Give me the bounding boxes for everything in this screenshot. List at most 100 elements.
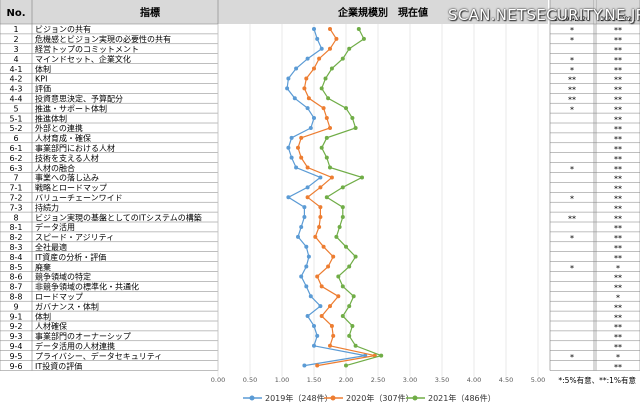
data-point-2019 — [285, 86, 290, 91]
significance-mark-b: ** — [614, 224, 622, 233]
data-point-2019 — [312, 26, 316, 31]
significance-footnote: *:5%有意、**:1%有意 — [558, 375, 636, 385]
significance-mark-b: ** — [614, 343, 622, 352]
significance-mark-b: ** — [614, 155, 622, 164]
significance-mark-b: ** — [614, 56, 622, 65]
header-sig-b: 2020↔2021 — [600, 16, 636, 23]
data-point-2021 — [350, 323, 355, 328]
significance-mark-a: * — [570, 165, 574, 174]
row-label: ガバナンス・体制 — [35, 301, 99, 311]
data-point-2021 — [347, 333, 352, 338]
x-tick-label: 0.50 — [243, 376, 257, 384]
data-point-2020 — [318, 185, 323, 190]
row-number: 4-1 — [9, 65, 22, 74]
data-point-2021 — [344, 106, 348, 111]
data-point-2021 — [324, 195, 329, 200]
row-label: データ活用の人材連携 — [35, 341, 115, 351]
significance-mark-b: ** — [614, 244, 622, 253]
data-point-2021 — [329, 66, 334, 71]
significance-mark-b: ** — [614, 313, 622, 322]
data-point-2020 — [328, 304, 332, 309]
row-number: 8-6 — [9, 273, 22, 282]
row-label: 外部との連携 — [35, 123, 83, 133]
data-point-2019 — [286, 76, 291, 81]
row-label: 事業部門のオーナーシップ — [35, 331, 131, 341]
row-number: 6-2 — [9, 154, 22, 163]
row-label: 推進・サポート体制 — [35, 103, 107, 113]
significance-mark-b: ** — [614, 185, 622, 194]
row-number: 4 — [13, 55, 18, 64]
header-sig-b-cell — [596, 0, 640, 24]
data-point-2021 — [337, 224, 342, 229]
row-label: マインドセット、企業文化 — [35, 54, 131, 64]
row-number: 4-4 — [9, 94, 22, 103]
data-point-2020 — [321, 106, 326, 111]
legend-marker-2021 — [412, 395, 418, 401]
data-point-2021 — [326, 96, 331, 101]
row-label: 非競争領域の標準化・共通化 — [35, 282, 139, 292]
significance-mark-a: ** — [568, 86, 576, 95]
data-point-2021 — [347, 304, 352, 309]
row-number: 8-1 — [9, 223, 22, 232]
data-point-2021 — [324, 135, 329, 140]
data-point-2019 — [305, 56, 310, 61]
data-point-2021 — [340, 314, 345, 319]
data-point-2019 — [312, 323, 316, 328]
data-point-2020 — [318, 215, 323, 220]
row-label: ロードマップ — [35, 292, 83, 301]
significance-mark-b: ** — [614, 66, 622, 75]
data-point-2019 — [294, 66, 299, 71]
x-tick-label: 3.50 — [435, 376, 449, 384]
row-number: 9-6 — [9, 362, 22, 371]
data-point-2020 — [328, 46, 332, 51]
data-point-2020 — [328, 343, 332, 348]
significance-mark-b: ** — [614, 115, 622, 124]
data-point-2020 — [318, 205, 323, 210]
row-label: データ活用 — [35, 222, 75, 232]
row-label: IT投資の評価 — [35, 361, 82, 371]
header-indicator: 指標 — [140, 6, 160, 19]
row-number: 8-3 — [9, 243, 22, 252]
significance-mark-a: ** — [568, 95, 576, 104]
data-point-2019 — [296, 234, 300, 239]
row-label: スピード・アジリティ — [35, 233, 114, 242]
data-point-2019 — [292, 96, 297, 101]
data-point-2019 — [315, 36, 320, 41]
data-point-2019 — [306, 254, 311, 259]
row-number: 4-3 — [9, 85, 22, 94]
row-label: ビジョンの共有 — [35, 24, 91, 34]
x-tick-label: 3.00 — [403, 376, 417, 384]
x-tick-label: 5.00 — [531, 376, 545, 384]
row-label: IT資産の分析・評価 — [35, 252, 106, 262]
data-point-2019 — [286, 195, 291, 200]
data-point-2021 — [319, 86, 324, 91]
row-number: 9-3 — [9, 332, 22, 341]
chart-title: 企業規模別 現在値 — [337, 6, 428, 19]
significance-mark-b: ** — [614, 175, 622, 184]
data-point-2019 — [302, 363, 307, 368]
data-point-2020 — [328, 26, 332, 31]
row-number: 8-7 — [9, 283, 22, 292]
data-point-2020 — [321, 244, 326, 249]
significance-mark-b: ** — [614, 214, 622, 223]
header-sig-a-cell — [550, 0, 594, 24]
data-point-2020 — [317, 224, 322, 229]
row-label: 全社最適 — [35, 242, 67, 252]
legend-label-2019: 2019年（248件） — [265, 393, 333, 403]
row-number: 6-1 — [9, 144, 22, 153]
data-point-2020 — [315, 363, 320, 368]
data-point-2019 — [302, 215, 307, 220]
data-point-2019 — [304, 264, 309, 269]
significance-mark-a: ** — [568, 76, 576, 85]
data-point-2021 — [336, 274, 341, 279]
row-label: 事業部門における人材 — [35, 143, 115, 153]
table-rows: 1 ビジョンの共有 * **2 危機感とビジョン実現の必要性の共有 * **3 経営トップのコ… — [9, 24, 622, 372]
header-no-cell — [0, 0, 32, 24]
chart-series — [285, 26, 384, 368]
significance-mark-b: ** — [614, 86, 622, 95]
data-point-2019 — [304, 284, 309, 289]
legend: 2019年（248件） 2020年（307件） 2021年（486件） — [243, 393, 496, 403]
significance-mark-b: ** — [614, 363, 622, 372]
data-point-2020 — [296, 145, 300, 150]
data-point-2019 — [318, 175, 323, 180]
